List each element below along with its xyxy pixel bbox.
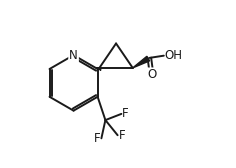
Text: OH: OH	[164, 49, 182, 62]
Text: F: F	[118, 129, 125, 142]
Polygon shape	[133, 56, 150, 68]
Text: O: O	[147, 68, 156, 81]
Polygon shape	[97, 68, 101, 70]
Text: F: F	[122, 107, 129, 120]
Text: F: F	[94, 132, 101, 145]
Text: N: N	[69, 49, 78, 62]
